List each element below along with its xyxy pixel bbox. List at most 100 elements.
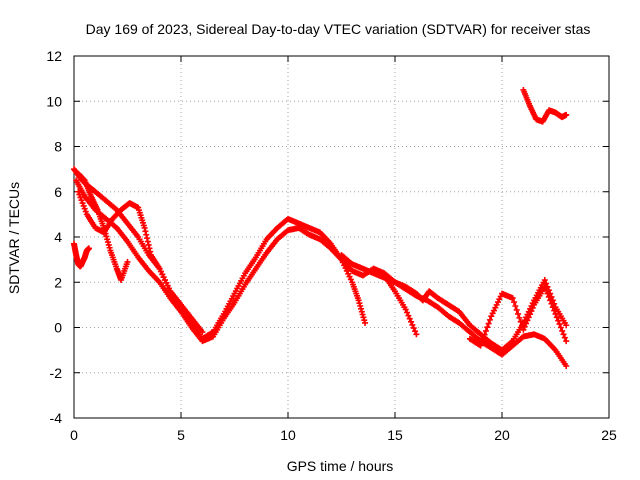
y-tick-label: -4 <box>50 410 63 426</box>
data-point <box>360 314 367 321</box>
data-point <box>356 300 363 307</box>
data-point <box>405 312 412 319</box>
grid <box>74 56 609 418</box>
data-point <box>480 335 487 342</box>
data-point <box>525 314 532 321</box>
series-track-d <box>75 188 206 336</box>
data-point <box>541 276 548 283</box>
series-track-h <box>466 283 570 349</box>
data-point <box>102 230 109 237</box>
series-track-i <box>520 86 570 125</box>
data-point <box>543 287 550 294</box>
data-point <box>142 228 149 235</box>
data-point <box>547 297 554 304</box>
plot-frame <box>73 55 610 419</box>
y-tick-label: -2 <box>50 365 63 381</box>
x-tick-label: 15 <box>387 427 403 443</box>
data-point <box>355 297 362 304</box>
data-point <box>413 331 420 338</box>
data-point <box>556 321 563 328</box>
data-point <box>144 238 151 245</box>
data-point <box>478 338 485 345</box>
data-point <box>100 224 107 231</box>
data-point <box>78 197 85 204</box>
data-point <box>517 318 524 325</box>
x-tick-label: 25 <box>601 427 617 443</box>
data-point <box>515 310 522 317</box>
data-point <box>358 305 365 312</box>
y-axis-label: SDTVAR / TECUs <box>6 182 22 294</box>
x-tick-label: 0 <box>70 427 78 443</box>
series-track-b <box>71 166 369 342</box>
data-point <box>557 324 564 331</box>
x-tick-label: 20 <box>494 427 510 443</box>
data-point <box>543 280 550 287</box>
data-point <box>199 329 206 336</box>
series-track-a <box>71 240 92 270</box>
data-point <box>481 331 488 338</box>
data-point <box>145 241 152 248</box>
x-tick-labels: 0 5 10 15 20 25 <box>70 427 617 443</box>
data-point <box>512 303 519 310</box>
data-point <box>75 188 82 195</box>
data-point <box>511 299 518 306</box>
x-tick-label: 5 <box>177 427 185 443</box>
data-point <box>144 235 151 242</box>
data-point <box>141 224 148 231</box>
data-point <box>551 307 558 314</box>
chart-title: Day 169 of 2023, Sidereal Day-to-day VTE… <box>86 21 591 37</box>
x-axis-label: GPS time / hours <box>287 458 394 474</box>
data-point <box>79 200 86 207</box>
y-tick-labels: -4 -2 0 2 4 6 8 10 12 <box>46 48 62 426</box>
axes <box>73 55 610 419</box>
data-point <box>553 314 560 321</box>
data-point <box>402 306 409 313</box>
data-point <box>359 311 366 318</box>
data-point <box>104 236 111 243</box>
series-track-g <box>381 272 420 338</box>
data-point <box>549 304 556 311</box>
y-tick-label: 4 <box>54 229 62 245</box>
data-point <box>85 245 92 252</box>
data-point <box>104 239 111 246</box>
data-point <box>362 319 369 326</box>
data-point <box>80 202 87 209</box>
data-point <box>555 317 562 324</box>
data-point <box>361 317 368 324</box>
data-point <box>81 205 88 212</box>
data-point <box>485 320 492 327</box>
y-tick-label: 10 <box>46 93 62 109</box>
y-tick-label: 0 <box>54 320 62 336</box>
data-point <box>509 295 516 302</box>
data-point <box>559 327 566 334</box>
data-point <box>412 328 419 335</box>
data-point <box>563 338 570 345</box>
data-point <box>523 320 530 327</box>
data-point <box>406 315 413 322</box>
data-point <box>77 194 84 201</box>
data-point <box>82 208 89 215</box>
data-points <box>71 86 570 369</box>
data-point <box>520 326 527 333</box>
data-point <box>410 325 417 332</box>
data-point <box>358 308 365 315</box>
x-tick-label: 10 <box>280 427 296 443</box>
y-tick-label: 12 <box>46 48 62 64</box>
data-point <box>103 233 110 240</box>
data-point <box>513 306 520 313</box>
data-point <box>482 327 489 334</box>
y-tick-label: 6 <box>54 184 62 200</box>
data-point <box>541 283 548 290</box>
data-point <box>521 323 528 330</box>
data-point <box>409 321 416 328</box>
series-track-c <box>73 177 570 369</box>
data-point <box>563 322 570 329</box>
data-point <box>563 362 570 369</box>
data-point <box>477 342 484 349</box>
data-point <box>563 111 570 118</box>
data-point <box>516 314 523 321</box>
data-point <box>561 334 568 341</box>
data-point <box>544 290 551 297</box>
data-point <box>560 331 567 338</box>
